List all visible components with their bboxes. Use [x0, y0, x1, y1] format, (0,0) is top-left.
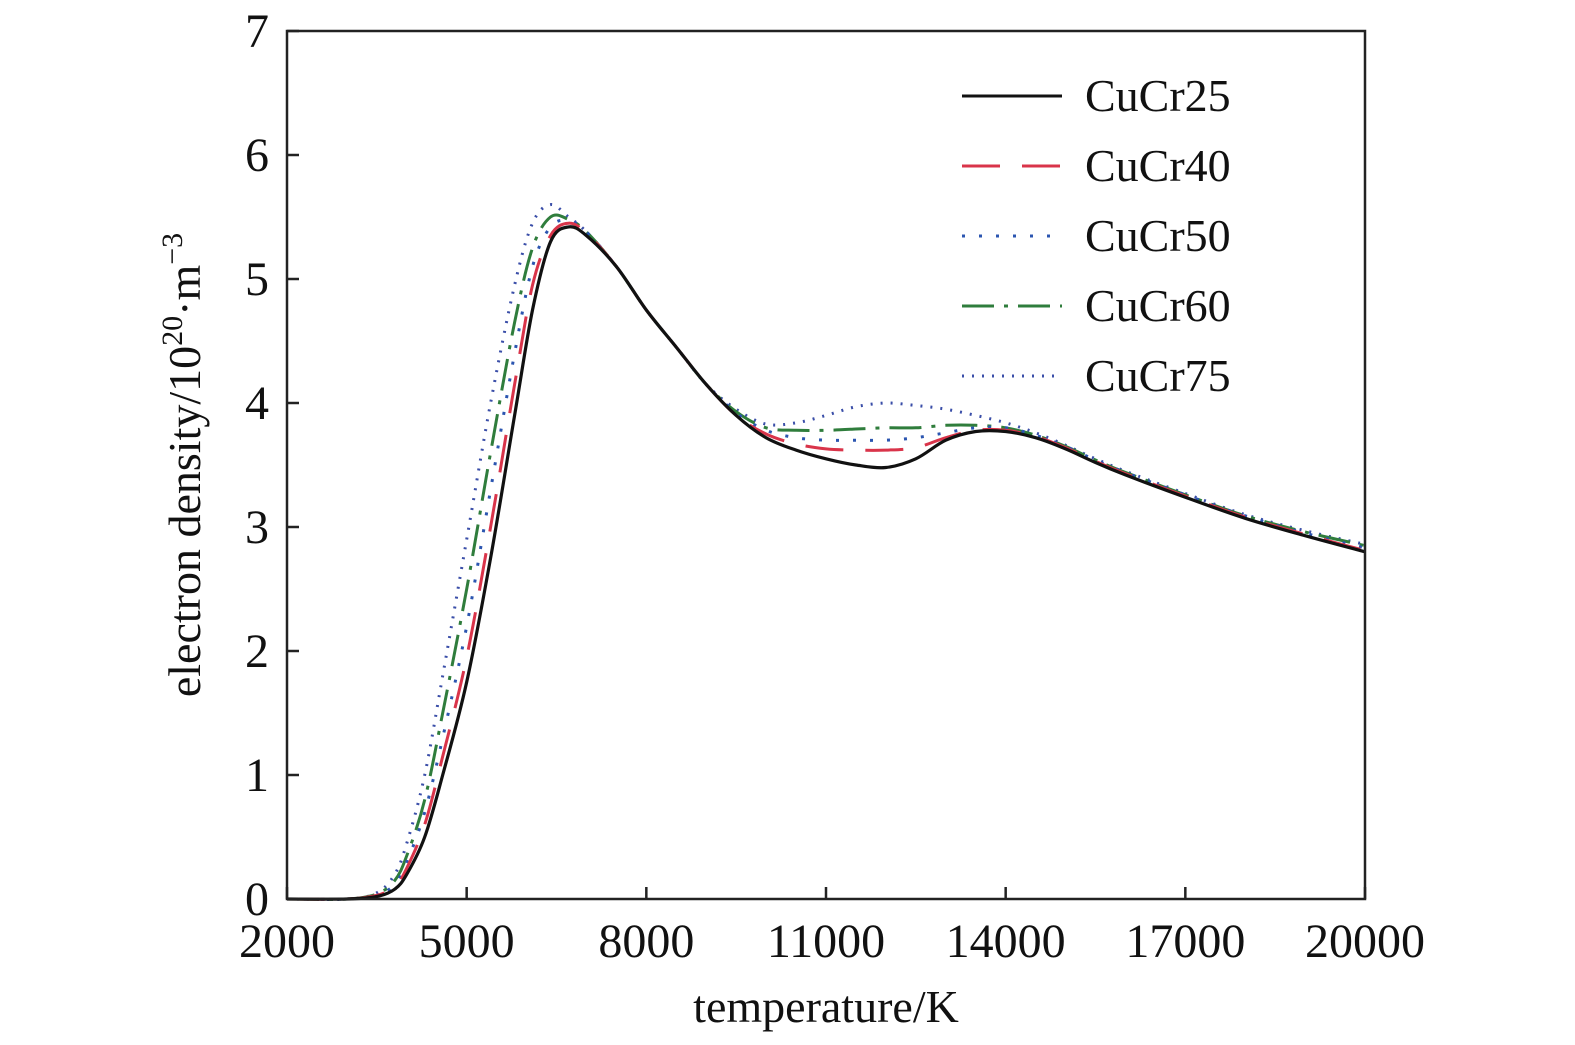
- y-tick-label: 4: [245, 377, 269, 430]
- x-tick-label: 11000: [767, 915, 885, 968]
- y-tick-label: 1: [245, 749, 269, 802]
- x-tick-label: 14000: [946, 915, 1066, 968]
- legend-label-cucr25: CuCr25: [1085, 70, 1231, 121]
- x-tick-label: 2000: [239, 915, 335, 968]
- x-tick-label: 20000: [1305, 915, 1425, 968]
- x-axis-label: temperature/K: [693, 981, 959, 1032]
- legend-label-cucr75: CuCr75: [1085, 350, 1231, 401]
- y-tick-label: 6: [245, 129, 269, 182]
- legend: CuCr25 CuCr40 CuCr50 CuCr60 CuCr75: [962, 70, 1231, 401]
- y-tick-label: 2: [245, 625, 269, 678]
- x-tick-label: 8000: [598, 915, 694, 968]
- y-tick-label: 0: [245, 873, 269, 926]
- plot-lines: [286, 203, 1366, 901]
- y-tick-labels: 0 1 2 3 4 5 6 7: [245, 5, 269, 926]
- x-tick-label: 5000: [419, 915, 515, 968]
- axis-ticks: [285, 29, 1367, 901]
- y-tick-label: 3: [245, 501, 269, 554]
- y-axis-label: electron density/1020·m−3: [156, 233, 210, 697]
- legend-label-cucr50: CuCr50: [1085, 210, 1231, 261]
- y-axis-label-exp2: −3: [156, 233, 189, 265]
- legend-label-cucr60: CuCr60: [1085, 280, 1231, 331]
- legend-label-cucr40: CuCr40: [1085, 140, 1231, 191]
- x-tick-label: 17000: [1125, 915, 1245, 968]
- y-tick-label: 5: [245, 253, 269, 306]
- y-axis-label-exp1: 20: [156, 316, 189, 346]
- series-line-cucr25: [286, 225, 1366, 901]
- x-tick-labels: 2000 5000 8000 11000 14000 17000 20000: [239, 915, 1425, 968]
- y-axis-label-main: electron density/10: [159, 346, 210, 697]
- y-tick-label: 7: [245, 5, 269, 58]
- y-axis-label-mid: ·m: [159, 265, 210, 316]
